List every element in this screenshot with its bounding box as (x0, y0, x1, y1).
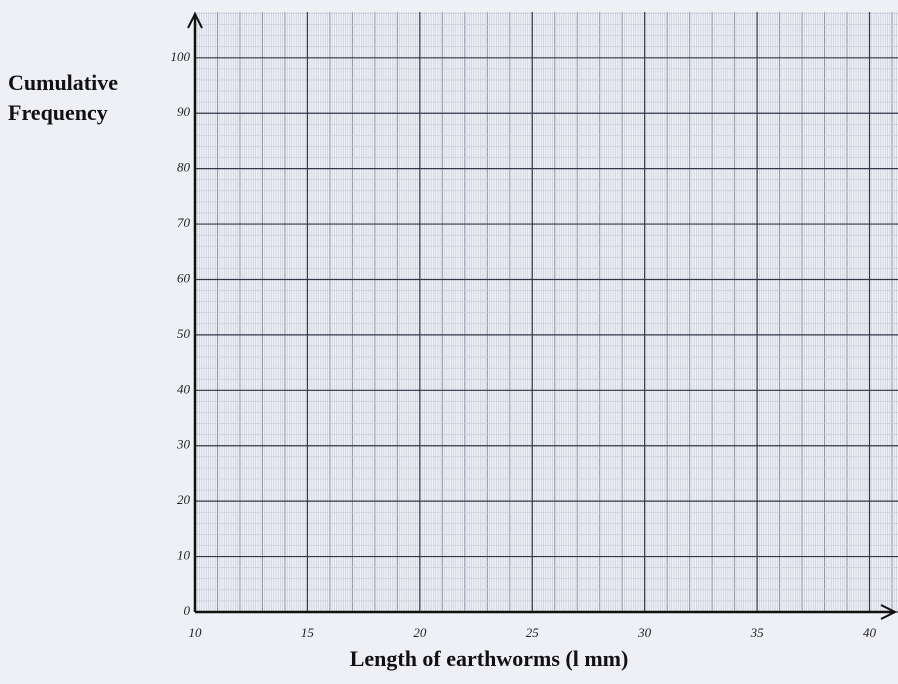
x-tick-label: 30 (637, 625, 652, 640)
y-tick-label: 10 (177, 548, 191, 563)
y-tick-label: 70 (177, 215, 191, 230)
y-arrow (187, 11, 203, 29)
x-tick-label: 35 (750, 625, 765, 640)
x-arrow (880, 604, 898, 620)
y-tick-label: 100 (171, 49, 191, 64)
y-tick-label: 90 (177, 104, 191, 119)
x-tick-label: 20 (413, 625, 427, 640)
y-tick-label: 20 (177, 492, 191, 507)
x-tick-label: 15 (301, 625, 315, 640)
x-tick-label: 40 (863, 625, 877, 640)
y-tick-label: 50 (177, 326, 191, 341)
y-tick-label: 60 (177, 270, 191, 285)
y-tick-label: 30 (176, 437, 191, 452)
y-axis-label: Cumulative Frequency (8, 70, 118, 125)
x-axis-label: Length of earthworms (l mm) (349, 646, 629, 671)
x-tick-label: 10 (189, 625, 203, 640)
y-tick-label: 0 (184, 603, 191, 618)
y-tick-label: 80 (177, 160, 191, 175)
y-tick-label: 40 (177, 381, 191, 396)
x-tick-label: 25 (526, 625, 540, 640)
